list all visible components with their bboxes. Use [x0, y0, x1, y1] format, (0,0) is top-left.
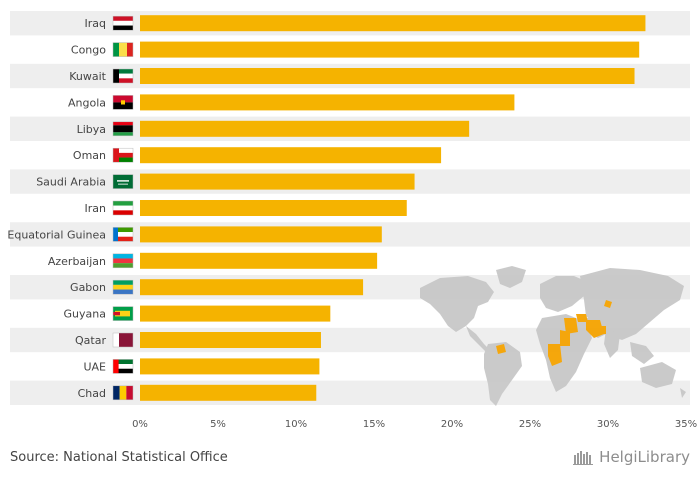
source-note: Source: National Statistical Office	[10, 450, 228, 465]
flag-iran-icon	[112, 200, 134, 216]
flag-guyana-icon	[112, 306, 134, 321]
flag-libya-icon	[112, 121, 134, 137]
bar-angola	[140, 94, 515, 111]
x-tick-label: 30%	[597, 419, 619, 430]
flag-uae-icon	[112, 359, 134, 374]
category-label-azerbaijan: Azerbaijan	[48, 255, 106, 268]
flag-saudi-arabia-icon	[112, 174, 134, 189]
category-label-libya: Libya	[77, 123, 106, 136]
bar-equatorial-guinea	[140, 226, 382, 243]
bar-congo	[140, 41, 640, 58]
flag-equatorial-guinea-icon	[112, 227, 134, 242]
bar-libya	[140, 120, 470, 137]
bar-azerbaijan	[140, 252, 378, 269]
category-label-kuwait: Kuwait	[69, 70, 106, 83]
category-label-iraq: Iraq	[85, 17, 107, 30]
flag-qatar-icon	[112, 332, 134, 348]
x-tick-label: 25%	[519, 419, 541, 430]
x-tick-label: 20%	[441, 419, 463, 430]
bar-qatar	[140, 332, 321, 348]
brand-name: HelgiLibrary	[599, 448, 690, 466]
bar-saudi-arabia	[140, 173, 415, 190]
x-tick-label: 10%	[285, 419, 307, 430]
bar-iran	[140, 200, 407, 216]
bar-chart: Iraq Congo Kuwait Angola Libya Oman Saudi Arab…	[7, 11, 697, 430]
x-tick-label: 35%	[675, 419, 697, 430]
x-tick-label: 0%	[132, 419, 148, 430]
flag-congo-icon	[112, 42, 134, 57]
brand-logo: HelgiLibrary	[573, 448, 690, 466]
category-label-guyana: Guyana	[64, 308, 106, 321]
bar-chad	[140, 384, 317, 401]
row-stripe-chad	[10, 380, 690, 405]
x-tick-label: 15%	[363, 419, 385, 430]
category-label-chad: Chad	[78, 387, 106, 400]
category-label-oman: Oman	[73, 149, 106, 162]
x-axis-ticks: 0% 5% 10% 15% 20% 25% 30% 35%	[132, 419, 697, 430]
category-label-gabon: Gabon	[70, 281, 106, 294]
flag-iraq-icon	[112, 15, 134, 31]
category-label-iran: Iran	[85, 202, 107, 215]
world-map	[420, 266, 686, 406]
bar-uae	[140, 358, 320, 375]
category-label-angola: Angola	[68, 96, 106, 109]
bar-oman	[140, 147, 442, 164]
bar-kuwait	[140, 68, 635, 84]
flag-chad-icon	[112, 385, 134, 401]
category-label-saudi-arabia: Saudi Arabia	[36, 176, 106, 189]
flag-gabon-icon	[112, 279, 134, 295]
bar-guyana	[140, 305, 331, 322]
library-icon	[573, 451, 594, 465]
flag-kuwait-icon	[112, 68, 134, 84]
category-label-equatorial-guinea: Equatorial Guinea	[7, 228, 106, 241]
flag-oman-icon	[112, 147, 134, 163]
flag-icons	[112, 15, 134, 401]
bar-gabon	[140, 279, 364, 296]
bars	[140, 15, 646, 401]
x-tick-label: 5%	[210, 419, 226, 430]
category-label-qatar: Qatar	[75, 334, 106, 347]
flag-angola-icon	[112, 95, 134, 110]
category-label-uae: UAE	[83, 360, 106, 373]
bar-iraq	[140, 15, 646, 32]
category-label-congo: Congo	[71, 44, 106, 57]
category-labels: Iraq Congo Kuwait Angola Libya Oman Saudi Arab…	[7, 17, 106, 400]
flag-azerbaijan-icon	[112, 253, 134, 269]
